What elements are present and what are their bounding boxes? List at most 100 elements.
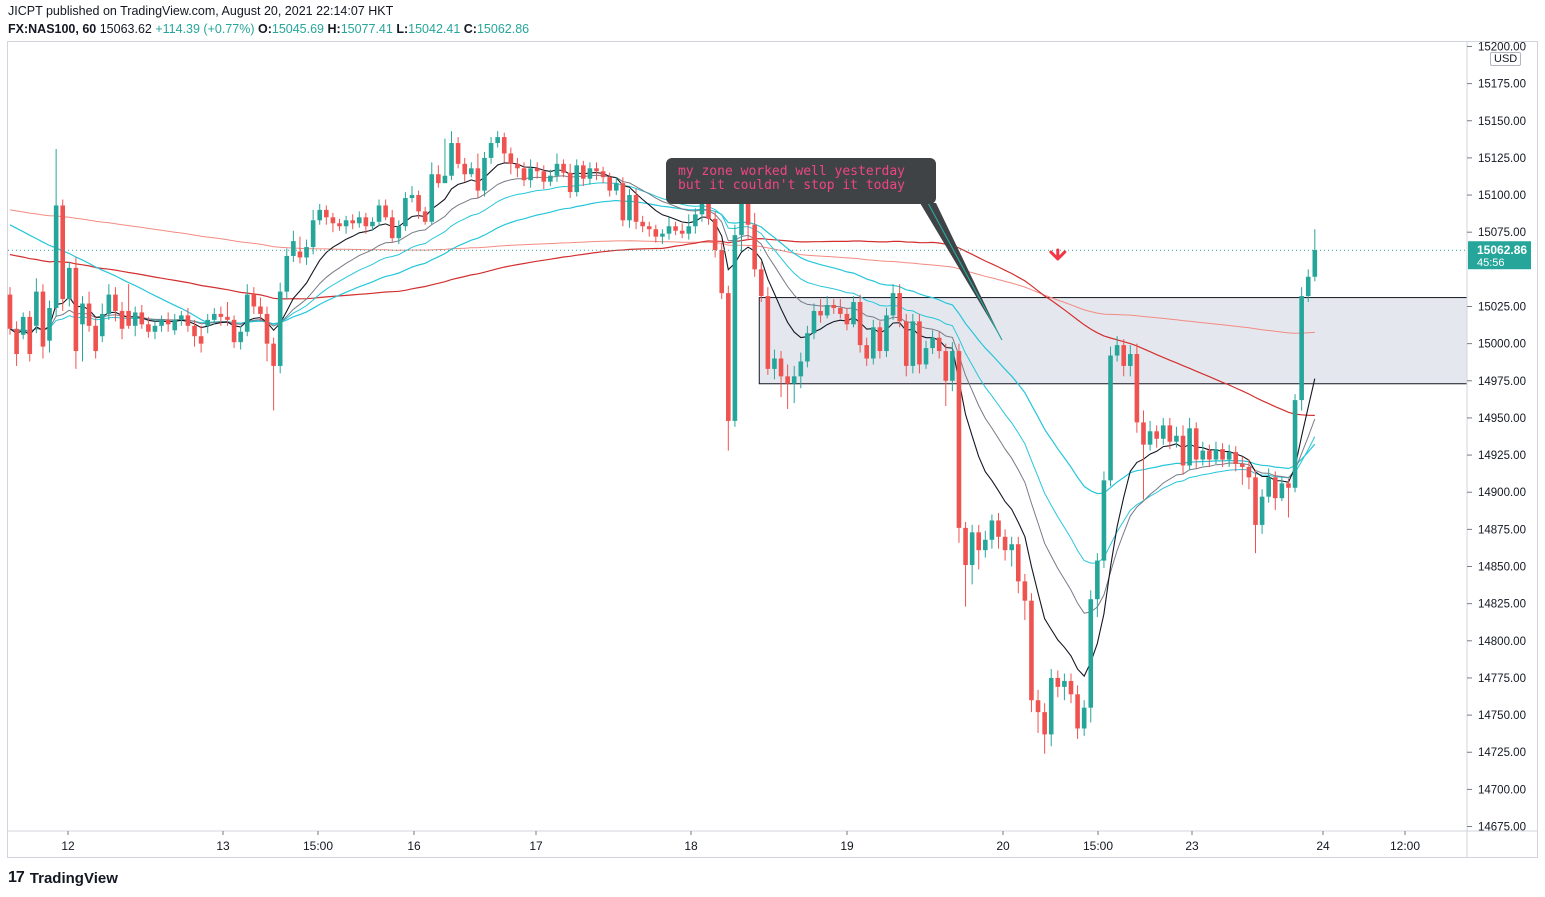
candle xyxy=(152,321,158,340)
time-tick-label: 24 xyxy=(1316,839,1330,853)
currency-label[interactable]: USD xyxy=(1490,52,1522,66)
candle xyxy=(1128,345,1133,377)
candle xyxy=(1167,417,1173,450)
candle-body xyxy=(798,361,804,377)
candle xyxy=(594,162,599,181)
candle-body xyxy=(251,294,257,307)
candle xyxy=(1081,700,1087,736)
candle-body xyxy=(811,310,817,334)
candle-body xyxy=(264,313,270,344)
candle-body xyxy=(126,310,131,326)
candle-body xyxy=(976,532,982,551)
candle-body xyxy=(969,532,975,566)
candle xyxy=(165,312,171,332)
time-tick-label: 18 xyxy=(684,839,698,853)
candle xyxy=(1259,489,1265,534)
candle-body xyxy=(376,205,382,222)
bar-countdown: 45:56 xyxy=(1477,257,1505,269)
candle xyxy=(1068,673,1074,704)
candle-body xyxy=(27,316,33,355)
candle-body xyxy=(1029,600,1034,701)
symbol-label[interactable]: FX:NAS100, 60 xyxy=(8,22,97,36)
candle xyxy=(205,313,210,334)
candle xyxy=(534,162,540,179)
candle xyxy=(20,312,26,340)
open-value: 15045.69 xyxy=(271,22,325,36)
candle-body xyxy=(488,143,494,158)
annotation-pointer xyxy=(920,203,1002,340)
candle xyxy=(132,306,138,337)
candle xyxy=(179,310,184,326)
candle-body xyxy=(758,269,764,297)
candle xyxy=(851,296,856,328)
candle-body xyxy=(844,313,850,325)
candle-body xyxy=(963,527,968,566)
candle xyxy=(251,287,257,314)
candle-body xyxy=(791,376,797,384)
candle xyxy=(548,169,553,187)
candle-body xyxy=(343,220,349,227)
candle xyxy=(1108,346,1113,487)
candle xyxy=(146,316,151,338)
candle-body xyxy=(1095,560,1100,600)
last-price-tag xyxy=(1468,241,1531,270)
candle-body xyxy=(139,312,145,325)
candle xyxy=(1015,536,1021,594)
candle xyxy=(225,302,230,326)
candle-body xyxy=(633,195,639,222)
candle xyxy=(923,340,929,369)
candle-body xyxy=(910,321,916,366)
candle xyxy=(192,319,197,347)
price-tick-label: 14700.00 xyxy=(1478,784,1526,796)
candle xyxy=(462,157,468,182)
candle-body xyxy=(508,153,514,164)
price-tick-label: 15175.00 xyxy=(1478,79,1526,91)
candle xyxy=(1075,685,1080,739)
candle xyxy=(1160,417,1166,445)
candle-body xyxy=(1180,435,1186,466)
candle xyxy=(1174,426,1179,448)
footer-brand[interactable]: 17 TradingView xyxy=(8,869,118,887)
candle xyxy=(983,530,988,558)
candle-body xyxy=(884,315,889,352)
candle xyxy=(363,212,369,234)
candle-body xyxy=(14,328,19,355)
candle-body xyxy=(1213,449,1219,460)
candle xyxy=(1305,269,1311,303)
candle-body xyxy=(449,143,454,176)
candle-body xyxy=(1075,694,1080,729)
candle xyxy=(1187,417,1192,470)
candle-body xyxy=(561,163,566,173)
candle-body xyxy=(1200,450,1206,460)
candle-body xyxy=(416,195,421,212)
candle-body xyxy=(653,229,659,237)
candle xyxy=(798,352,804,389)
candle-body xyxy=(383,205,388,218)
candle-body xyxy=(679,230,685,234)
candle-body xyxy=(666,226,672,234)
candle xyxy=(561,159,566,178)
candle-body xyxy=(594,168,599,172)
candle xyxy=(422,206,428,225)
candle xyxy=(1213,441,1219,464)
candle xyxy=(277,282,283,374)
candle xyxy=(330,212,336,233)
candle xyxy=(1055,670,1061,698)
candle xyxy=(1154,425,1159,448)
candle-body xyxy=(1022,581,1028,601)
candle-body xyxy=(1292,400,1298,488)
time-tick-label: 13 xyxy=(216,839,230,853)
candle xyxy=(324,205,329,225)
candle xyxy=(838,299,843,319)
candle xyxy=(1253,469,1258,554)
price-tick-label: 15150.00 xyxy=(1478,116,1526,128)
candle xyxy=(897,284,902,328)
candle-body xyxy=(93,325,98,352)
candle xyxy=(1292,394,1298,493)
annotation-callout[interactable]: my zone worked well yesterday but it cou… xyxy=(666,158,936,204)
candle xyxy=(238,325,243,350)
candle xyxy=(963,521,968,607)
candle xyxy=(1226,444,1232,467)
change-value: +114.39 (+0.77%) xyxy=(155,22,255,36)
